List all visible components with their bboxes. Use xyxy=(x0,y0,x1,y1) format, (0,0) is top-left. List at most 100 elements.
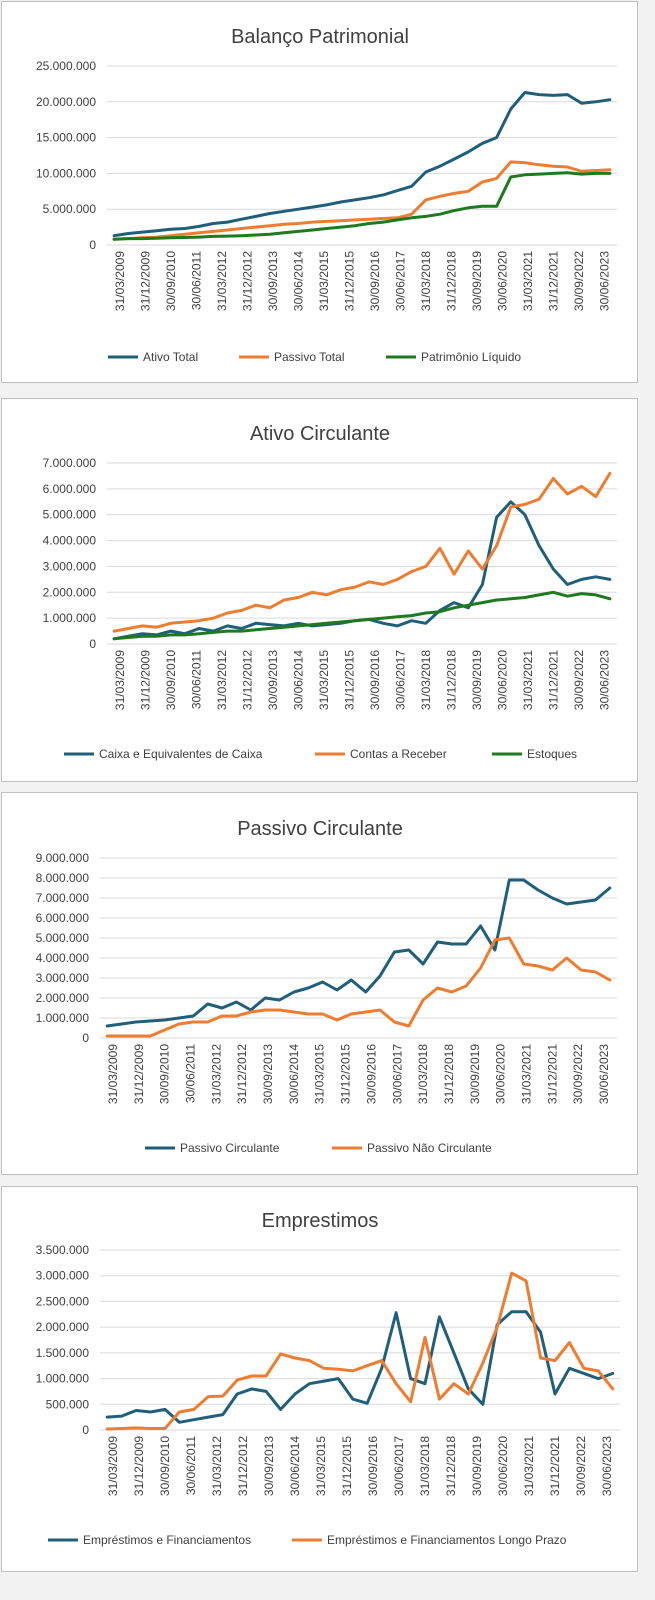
x-tick-label: 31/03/2012 xyxy=(209,1044,223,1104)
y-tick-label: 0 xyxy=(82,1423,89,1437)
x-tick-label: 31/12/2012 xyxy=(240,650,254,710)
chart-title: Balanço Patrimonial xyxy=(231,26,409,48)
y-tick-label: 1.000.000 xyxy=(36,1372,90,1386)
x-tick-label: 31/12/2021 xyxy=(546,650,560,710)
x-tick-label: 30/06/2023 xyxy=(597,1044,611,1104)
x-tick-label: 31/03/2012 xyxy=(215,650,229,710)
x-tick-label: 30/06/2020 xyxy=(494,1044,508,1104)
y-tick-label: 1.000.000 xyxy=(43,611,97,625)
legend-label: Patrimônio Líquido xyxy=(421,350,521,364)
x-tick-label: 31/03/2009 xyxy=(106,1044,120,1104)
y-tick-label: 2.000.000 xyxy=(36,1320,90,1334)
legend-label: Empréstimos e Financiamentos Longo Prazo xyxy=(327,1533,567,1547)
y-tick-label: 4.000.000 xyxy=(43,534,97,548)
y-tick-label: 20.000.000 xyxy=(36,95,96,109)
x-tick-label: 31/12/2018 xyxy=(444,251,458,311)
x-tick-label: 31/03/2012 xyxy=(215,251,229,311)
chart-svg: Emprestimos 0 500.000 1.000.000 1.500.000 2.0… xyxy=(36,1210,620,1547)
x-tick-label: 31/12/2018 xyxy=(444,650,458,710)
x-tick-label: 30/06/2020 xyxy=(495,251,509,311)
x-tick-label: 31/03/2012 xyxy=(210,1436,224,1496)
chart-panel-ativo-circulante: Ativo Circulante 0 1.000.000 2.000.000 3.000… xyxy=(1,398,638,782)
x-tick-label: 31/12/2021 xyxy=(545,1044,559,1104)
legend-label: Caixa e Equivalentes de Caixa xyxy=(99,747,263,761)
chart-svg: Balanço Patrimonial 0 5.000.000 10.000.000 1… xyxy=(36,26,617,364)
x-tick-label: 30/09/2022 xyxy=(574,1436,588,1496)
x-tick-label: 31/12/2018 xyxy=(444,1436,458,1496)
x-tick-label: 30/09/2010 xyxy=(164,650,178,710)
x-tick-label: 31/03/2021 xyxy=(521,251,535,311)
x-tick-label: 30/06/2014 xyxy=(291,251,305,311)
x-tick-label: 30/09/2010 xyxy=(158,1044,172,1104)
x-tick-label: 31/12/2015 xyxy=(340,1436,354,1496)
x-tick-label: 30/06/2017 xyxy=(392,1436,406,1496)
x-tick-label: 30/06/2011 xyxy=(183,1044,197,1103)
y-tick-label: 1.000.000 xyxy=(36,1011,90,1025)
series-line xyxy=(112,471,612,633)
x-tick-label: 30/09/2010 xyxy=(164,251,178,311)
x-tick-label: 30/09/2013 xyxy=(266,251,280,311)
x-tick-label: 31/12/2009 xyxy=(132,1044,146,1104)
legend-label: Estoques xyxy=(527,747,577,761)
x-tick-label: 31/12/2009 xyxy=(138,650,152,710)
chart-svg: Ativo Circulante 0 1.000.000 2.000.000 3.000… xyxy=(43,423,617,761)
x-tick-label: 30/06/2014 xyxy=(288,1436,302,1496)
y-tick-label: 1.500.000 xyxy=(36,1346,90,1360)
x-tick-label: 30/09/2019 xyxy=(468,1044,482,1104)
x-tick-label: 31/03/2018 xyxy=(418,1436,432,1496)
x-tick-label: 31/12/2009 xyxy=(132,1436,146,1496)
y-tick-label: 7.000.000 xyxy=(43,456,97,470)
chart-panel-emprestimos: Emprestimos 0 500.000 1.000.000 1.500.000 2.0… xyxy=(1,1186,638,1572)
x-tick-label: 31/03/2018 xyxy=(416,1044,430,1104)
x-tick-label: 30/06/2011 xyxy=(189,650,203,709)
y-tick-label: 5.000.000 xyxy=(43,202,97,216)
legend-label: Passivo Total xyxy=(274,350,344,364)
x-tick-label: 30/06/2023 xyxy=(597,650,611,710)
x-tick-label: 31/12/2015 xyxy=(339,1044,353,1104)
x-tick-label: 31/03/2021 xyxy=(521,650,535,710)
x-tick-label: 30/09/2022 xyxy=(572,251,586,311)
y-tick-label: 7.000.000 xyxy=(36,891,90,905)
legend-label: Passivo Não Circulante xyxy=(367,1141,492,1155)
x-tick-label: 31/12/2021 xyxy=(548,1436,562,1496)
y-tick-label: 9.000.000 xyxy=(36,851,90,865)
legend-label: Contas a Receber xyxy=(350,747,447,761)
series-line xyxy=(105,936,612,1038)
series-line xyxy=(112,91,612,238)
x-tick-label: 30/09/2016 xyxy=(368,251,382,311)
y-tick-label: 0 xyxy=(82,1031,89,1045)
y-tick-label: 2.000.000 xyxy=(36,991,90,1005)
y-tick-label: 3.500.000 xyxy=(36,1243,90,1257)
x-tick-label: 31/12/2015 xyxy=(342,650,356,710)
y-tick-label: 15.000.000 xyxy=(36,131,96,145)
x-tick-label: 30/09/2019 xyxy=(470,251,484,311)
y-tick-label: 6.000.000 xyxy=(36,911,90,925)
y-tick-label: 2.500.000 xyxy=(36,1294,90,1308)
x-tick-label: 30/06/2023 xyxy=(600,1436,614,1496)
y-tick-label: 5.000.000 xyxy=(36,931,90,945)
x-tick-label: 30/09/2013 xyxy=(266,650,280,710)
y-tick-label: 5.000.000 xyxy=(43,508,97,522)
x-tick-label: 30/06/2017 xyxy=(393,650,407,710)
legend-label: Empréstimos e Financiamentos xyxy=(83,1533,251,1547)
x-tick-label: 30/09/2013 xyxy=(261,1044,275,1104)
x-tick-label: 31/03/2015 xyxy=(314,1436,328,1496)
legend-label: Ativo Total xyxy=(143,350,198,364)
x-tick-label: 30/09/2022 xyxy=(571,1044,585,1104)
x-tick-label: 31/12/2018 xyxy=(442,1044,456,1104)
series-line xyxy=(112,171,612,241)
x-tick-label: 30/09/2016 xyxy=(364,1044,378,1104)
x-tick-label: 31/03/2015 xyxy=(313,1044,327,1104)
x-tick-label: 31/03/2018 xyxy=(419,650,433,710)
x-tick-label: 30/06/2020 xyxy=(495,650,509,710)
x-tick-label: 31/03/2009 xyxy=(113,650,127,710)
x-tick-label: 31/12/2021 xyxy=(546,251,560,311)
x-tick-label: 30/06/2023 xyxy=(597,251,611,311)
x-tick-label: 30/06/2011 xyxy=(189,251,203,310)
legend-label: Passivo Circulante xyxy=(180,1141,280,1155)
x-tick-label: 30/09/2019 xyxy=(470,1436,484,1496)
x-tick-label: 30/06/2014 xyxy=(291,650,305,710)
x-tick-label: 30/06/2011 xyxy=(184,1436,198,1495)
y-tick-label: 3.000.000 xyxy=(36,1269,90,1283)
chart-svg: Passivo Circulante 0 1.000.000 2.000.000 3.0… xyxy=(36,818,617,1155)
